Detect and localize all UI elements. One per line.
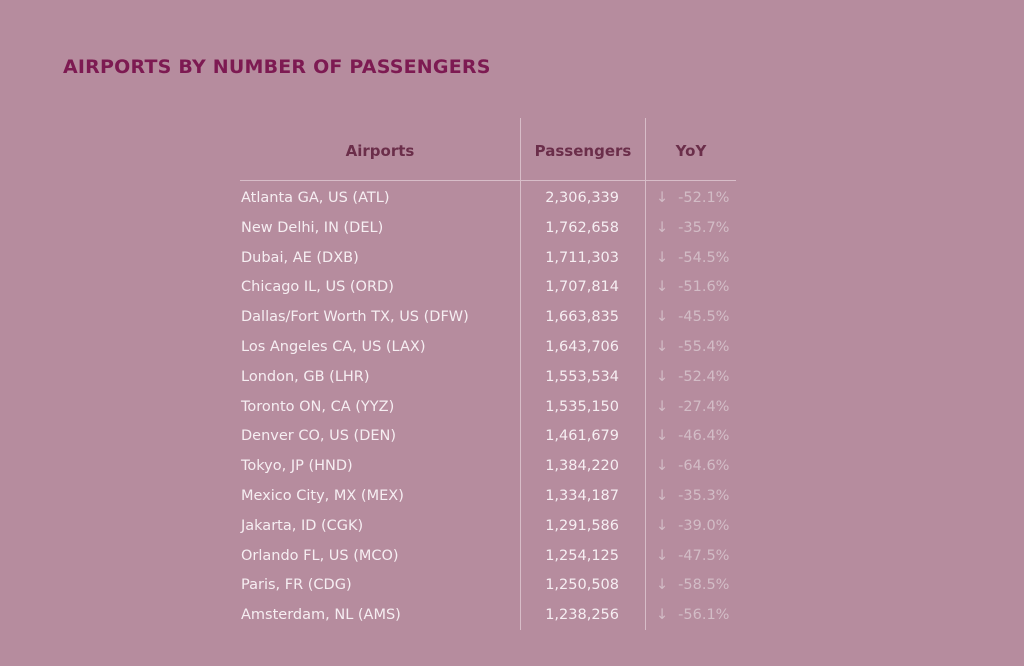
- yoy-value: -35.7%: [678, 219, 730, 236]
- header-yoy: YoY: [675, 142, 707, 160]
- table-row: Amsterdam, NL (AMS) 1,238,256 ↓ -56.1%: [240, 604, 736, 634]
- table-row: Mexico City, MX (MEX) 1,334,187 ↓ -35.3%: [240, 485, 736, 515]
- passengers-cell: 1,461,679: [545, 428, 619, 445]
- yoy-cell: ↓ -39.0%: [656, 515, 729, 537]
- passengers-cell: 1,711,303: [545, 249, 619, 266]
- yoy-value: -27.4%: [678, 398, 730, 415]
- passengers-cell: 1,643,706: [545, 338, 619, 355]
- table-row: Toronto ON, CA (YYZ) 1,535,150 ↓ -27.4%: [240, 396, 736, 426]
- yoy-cell: ↓ -56.1%: [656, 604, 729, 626]
- yoy-value: -45.5%: [678, 309, 730, 326]
- airport-cell: Jakarta, ID (CGK): [241, 517, 364, 534]
- yoy-value: -52.4%: [678, 368, 730, 385]
- yoy-cell: ↓ -64.6%: [656, 455, 729, 477]
- chart-title: AIRPORTS BY NUMBER OF PASSENGERS: [63, 56, 491, 78]
- arrow-down-icon: ↓: [656, 249, 669, 266]
- yoy-cell: ↓ -27.4%: [656, 396, 729, 418]
- yoy-cell: ↓ -55.4%: [656, 336, 729, 358]
- passengers-cell: 1,762,658: [545, 219, 619, 236]
- table-row: Jakarta, ID (CGK) 1,291,586 ↓ -39.0%: [240, 515, 736, 545]
- airport-cell: Dallas/Fort Worth TX, US (DFW): [241, 309, 469, 326]
- passengers-cell: 1,384,220: [545, 458, 619, 475]
- passengers-cell: 1,334,187: [545, 487, 619, 504]
- header-airports: Airports: [345, 142, 415, 160]
- yoy-cell: ↓ -35.7%: [656, 217, 729, 239]
- passengers-cell: 1,663,835: [545, 309, 619, 326]
- yoy-cell: ↓ -45.5%: [656, 306, 729, 328]
- passengers-cell: 1,291,586: [545, 517, 619, 534]
- airport-cell: Orlando FL, US (MCO): [241, 547, 399, 564]
- arrow-down-icon: ↓: [656, 547, 669, 564]
- airport-cell: Paris, FR (CDG): [241, 577, 352, 594]
- yoy-cell: ↓ -51.6%: [656, 276, 729, 298]
- table-row: Atlanta GA, US (ATL) 2,306,339 ↓ -52.1%: [240, 187, 736, 217]
- yoy-value: -64.6%: [678, 458, 730, 475]
- table-body: Atlanta GA, US (ATL) 2,306,339 ↓ -52.1% New …: [240, 187, 736, 634]
- table-row: Dubai, AE (DXB) 1,711,303 ↓ -54.5%: [240, 247, 736, 277]
- airport-cell: Toronto ON, CA (YYZ): [241, 398, 395, 415]
- arrow-down-icon: ↓: [656, 219, 669, 236]
- yoy-value: -58.5%: [678, 577, 730, 594]
- column-divider: [520, 118, 521, 630]
- airport-cell: Los Angeles CA, US (LAX): [241, 338, 426, 355]
- table-row: Chicago IL, US (ORD) 1,707,814 ↓ -51.6%: [240, 276, 736, 306]
- passengers-cell: 1,254,125: [545, 547, 619, 564]
- arrow-down-icon: ↓: [656, 607, 669, 624]
- yoy-cell: ↓ -58.5%: [656, 574, 729, 596]
- airport-cell: London, GB (LHR): [241, 368, 370, 385]
- yoy-cell: ↓ -35.3%: [656, 485, 729, 507]
- table-row: Denver CO, US (DEN) 1,461,679 ↓ -46.4%: [240, 425, 736, 455]
- airport-cell: Dubai, AE (DXB): [241, 249, 359, 266]
- header-divider: [240, 180, 736, 181]
- passengers-cell: 1,707,814: [545, 279, 619, 296]
- header-passengers: Passengers: [534, 142, 632, 160]
- yoy-value: -35.3%: [678, 487, 730, 504]
- yoy-value: -52.1%: [678, 190, 730, 206]
- arrow-down-icon: ↓: [656, 487, 669, 504]
- table-row: Orlando FL, US (MCO) 1,254,125 ↓ -47.5%: [240, 545, 736, 575]
- airports-table: Airports Passengers YoY Atlanta GA, US (…: [240, 118, 736, 630]
- yoy-cell: ↓ -47.5%: [656, 545, 729, 567]
- arrow-down-icon: ↓: [656, 398, 669, 415]
- arrow-down-icon: ↓: [656, 338, 669, 355]
- passengers-cell: 1,250,508: [545, 577, 619, 594]
- airport-cell: Tokyo, JP (HND): [241, 458, 353, 475]
- yoy-value: -39.0%: [678, 517, 730, 534]
- passengers-cell: 1,553,534: [545, 368, 619, 385]
- column-divider: [645, 118, 646, 630]
- passengers-cell: 1,238,256: [545, 607, 619, 624]
- yoy-cell: ↓ -46.4%: [656, 425, 729, 447]
- passengers-cell: 1,535,150: [545, 398, 619, 415]
- table-row: Paris, FR (CDG) 1,250,508 ↓ -58.5%: [240, 574, 736, 604]
- yoy-cell: ↓ -52.4%: [656, 366, 729, 388]
- arrow-down-icon: ↓: [656, 190, 669, 206]
- yoy-value: -47.5%: [678, 547, 730, 564]
- table-row: Dallas/Fort Worth TX, US (DFW) 1,663,835 ↓…: [240, 306, 736, 336]
- arrow-down-icon: ↓: [656, 517, 669, 534]
- airport-cell: Denver CO, US (DEN): [241, 428, 397, 445]
- arrow-down-icon: ↓: [656, 368, 669, 385]
- yoy-value: -54.5%: [678, 249, 730, 266]
- yoy-cell: ↓ -52.1%: [656, 187, 729, 209]
- table-row: London, GB (LHR) 1,553,534 ↓ -52.4%: [240, 366, 736, 396]
- arrow-down-icon: ↓: [656, 428, 669, 445]
- table-row: Tokyo, JP (HND) 1,384,220 ↓ -64.6%: [240, 455, 736, 485]
- yoy-value: -56.1%: [678, 607, 730, 624]
- arrow-down-icon: ↓: [656, 458, 669, 475]
- airport-cell: Chicago IL, US (ORD): [241, 279, 394, 296]
- yoy-value: -55.4%: [678, 338, 730, 355]
- airport-cell: Amsterdam, NL (AMS): [241, 607, 401, 624]
- yoy-cell: ↓ -54.5%: [656, 247, 729, 269]
- arrow-down-icon: ↓: [656, 279, 669, 296]
- yoy-value: -51.6%: [678, 279, 730, 296]
- airport-cell: New Delhi, IN (DEL): [241, 219, 384, 236]
- table-row: New Delhi, IN (DEL) 1,762,658 ↓ -35.7%: [240, 217, 736, 247]
- passengers-cell: 2,306,339: [545, 190, 619, 206]
- airport-cell: Atlanta GA, US (ATL): [241, 190, 390, 206]
- airport-cell: Mexico City, MX (MEX): [241, 487, 404, 504]
- table-row: Los Angeles CA, US (LAX) 1,643,706 ↓ -55.4%: [240, 336, 736, 366]
- arrow-down-icon: ↓: [656, 577, 669, 594]
- yoy-value: -46.4%: [678, 428, 730, 445]
- arrow-down-icon: ↓: [656, 309, 669, 326]
